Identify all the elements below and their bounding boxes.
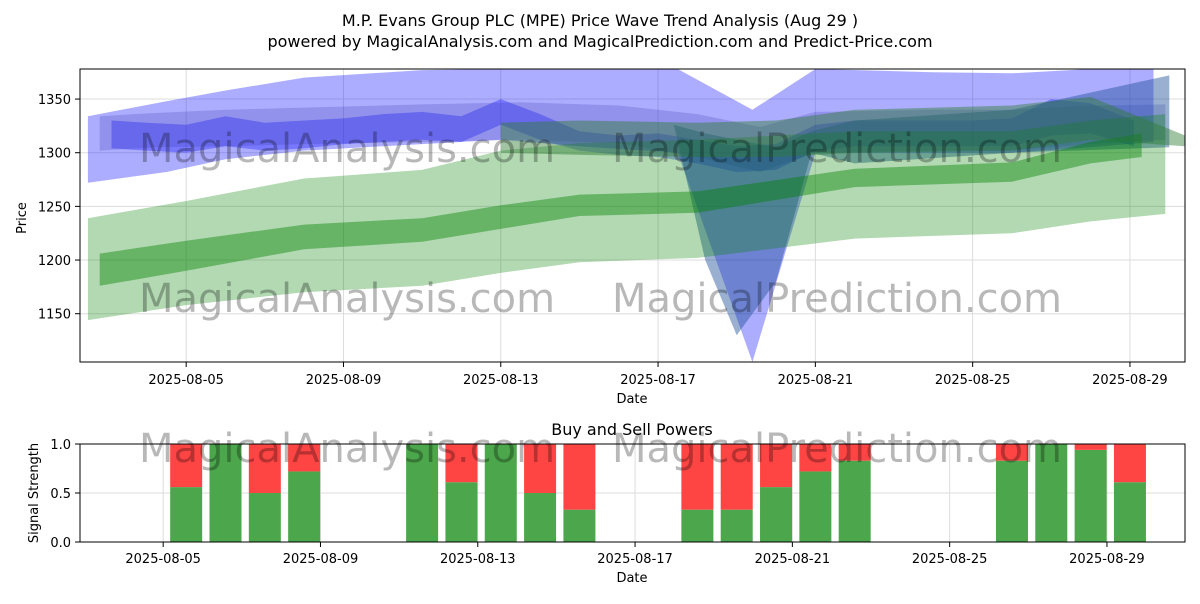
price-y-tick-label: 1200 xyxy=(38,254,71,269)
signal-x-tick-label: 2025-08-25 xyxy=(912,552,988,567)
blue-sweep-band xyxy=(673,75,1170,336)
buy-bar xyxy=(445,482,478,542)
blue-outer-band xyxy=(87,69,1154,362)
buy-bar xyxy=(524,493,557,542)
buy-bar xyxy=(681,509,714,542)
signal-y-tick-label: 0.5 xyxy=(50,487,71,502)
signal-y-ticks: 0.0 0.5 1.0 xyxy=(50,438,80,551)
buy-bar xyxy=(170,487,203,542)
price-x-tick-label: 2025-08-13 xyxy=(463,373,539,388)
buy-bar xyxy=(1035,444,1068,542)
price-y-tick-label: 1150 xyxy=(38,308,71,323)
watermark-lower-2: MagicalPrediction.com xyxy=(612,276,1062,322)
sell-bar xyxy=(760,444,793,488)
sell-bar xyxy=(445,444,478,483)
signal-x-tick-label: 2025-08-17 xyxy=(597,552,673,567)
green-upper-band xyxy=(500,96,1185,157)
sell-bar xyxy=(838,444,871,461)
green-outer-band xyxy=(87,114,1166,321)
blue-core-band xyxy=(111,99,1134,172)
buy-bar xyxy=(484,444,517,542)
sell-bar xyxy=(170,444,203,488)
sell-bar xyxy=(720,444,753,510)
buy-bar xyxy=(563,509,596,542)
buy-sell-panel: Buy and Sell Powers MagicalAnalysis.com M… xyxy=(27,420,1186,586)
watermark-lower-1: MagicalAnalysis.com xyxy=(139,276,555,322)
sell-bar xyxy=(288,444,321,472)
signal-x-tick-label: 2025-08-29 xyxy=(1069,552,1145,567)
price-plot-background xyxy=(80,69,1185,362)
price-y-tick-label: 1350 xyxy=(38,93,71,108)
signal-x-ticks: 2025-08-05 2025-08-09 2025-08-13 2025-08-17… xyxy=(125,542,1145,567)
signal-watermarks: MagicalAnalysis.com MagicalPrediction.com xyxy=(139,426,1062,472)
price-y-axis-label: Price xyxy=(15,202,30,234)
buy-sell-title: Buy and Sell Powers xyxy=(551,420,713,439)
price-wave-panel: MagicalAnalysis.com MagicalPrediction.com… xyxy=(15,68,1186,407)
chart-title: M.P. Evans Group PLC (MPE) Price Wave Tr… xyxy=(342,11,858,30)
buy-bar xyxy=(288,471,321,542)
price-x-ticks: 2025-08-05 2025-08-09 2025-08-13 2025-08-17… xyxy=(148,362,1168,388)
price-x-tick-label: 2025-08-05 xyxy=(148,373,224,388)
price-x-tick-label: 2025-08-17 xyxy=(620,373,696,388)
watermark-upper-2: MagicalPrediction.com xyxy=(612,126,1062,172)
signal-y-axis-label: Signal Strength xyxy=(27,443,42,543)
watermark-upper-1: MagicalAnalysis.com xyxy=(139,126,555,172)
signal-y-tick-label: 0.0 xyxy=(50,536,71,551)
sell-bar xyxy=(563,444,596,510)
signal-x-tick-label: 2025-08-21 xyxy=(755,552,831,567)
chart-subtitle: powered by MagicalAnalysis.com and Magic… xyxy=(267,32,932,51)
sell-bar xyxy=(799,444,832,472)
buy-bar xyxy=(1113,482,1146,542)
signal-bars xyxy=(170,444,1146,542)
signal-x-tick-label: 2025-08-05 xyxy=(125,552,201,567)
buy-bar xyxy=(209,444,242,542)
buy-bar xyxy=(995,460,1028,542)
buy-bar xyxy=(720,509,753,542)
price-y-tick-label: 1300 xyxy=(38,147,71,162)
sell-bar xyxy=(248,444,281,493)
price-x-axis-label: Date xyxy=(616,392,647,407)
green-mid-band xyxy=(99,133,1142,286)
buy-bar xyxy=(406,444,439,542)
sell-bar xyxy=(524,444,557,493)
signal-x-axis-label: Date xyxy=(616,571,647,586)
price-x-tick-label: 2025-08-21 xyxy=(778,373,854,388)
price-plot-frame xyxy=(79,68,1186,363)
price-x-tick-label: 2025-08-09 xyxy=(306,373,382,388)
sell-bar xyxy=(681,444,714,510)
buy-bar xyxy=(1074,449,1107,542)
price-x-tick-label: 2025-08-29 xyxy=(1092,373,1168,388)
buy-bar xyxy=(838,460,871,542)
signal-x-tick-label: 2025-08-09 xyxy=(283,552,359,567)
signal-x-tick-label: 2025-08-13 xyxy=(440,552,516,567)
price-bands xyxy=(87,69,1185,362)
price-y-ticks: 1150 1200 1250 1300 1350 xyxy=(38,93,80,323)
watermark-signal-1: MagicalAnalysis.com xyxy=(139,426,555,472)
price-watermarks: MagicalAnalysis.com MagicalPrediction.com… xyxy=(139,126,1062,322)
signal-y-tick-label: 1.0 xyxy=(50,438,71,453)
price-gridlines xyxy=(80,69,1185,362)
watermark-signal-2: MagicalPrediction.com xyxy=(612,426,1062,472)
price-y-tick-label: 1250 xyxy=(38,200,71,215)
buy-bar xyxy=(248,493,281,542)
sell-bar xyxy=(1113,444,1146,483)
buy-bar xyxy=(799,471,832,542)
blue-dark-band xyxy=(99,102,1166,172)
sell-bar xyxy=(995,444,1028,461)
buy-bar xyxy=(760,487,793,542)
price-x-tick-label: 2025-08-25 xyxy=(935,373,1011,388)
sell-bar xyxy=(1074,444,1107,450)
